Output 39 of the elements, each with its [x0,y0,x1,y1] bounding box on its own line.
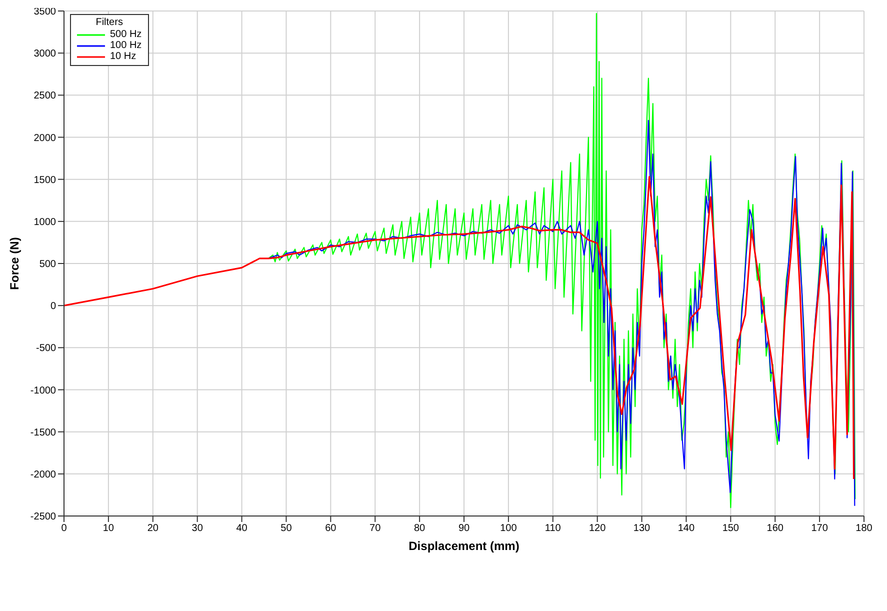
y-tick-label: 1000 [34,216,56,228]
y-tick-label: -1000 [30,385,56,396]
x-tick-label: 50 [280,523,292,534]
x-tick-label: 120 [588,523,606,534]
y-tick-label: -1500 [30,427,56,438]
y-tick-label: 2500 [34,90,56,102]
x-tick-label: 0 [61,523,68,534]
x-tick-label: 130 [633,523,651,534]
y-tick-label: -500 [36,343,56,354]
x-tick-label: 70 [370,523,382,534]
x-tick-label: 170 [811,523,828,534]
y-tick-label: 3000 [34,48,56,60]
legend-label: 500 Hz [110,29,142,40]
x-tick-label: 100 [500,523,518,534]
y-axis-title: Force (N) [7,237,22,290]
x-tick-label: 110 [544,523,562,534]
line-series [64,176,855,480]
x-tick-label: 80 [414,523,426,534]
y-tick-label: -2000 [30,469,56,480]
x-tick-label: 60 [325,523,337,534]
x-tick-label: 40 [236,523,248,534]
x-tick-label: 90 [458,523,470,534]
y-tick-label: -2500 [30,512,56,523]
legend-title: Filters [94,17,124,28]
x-axis-title: Displacement (mm) [408,539,520,553]
x-tick-label: 160 [766,523,784,534]
x-tick-label: 150 [722,523,740,534]
x-tick-label: 180 [856,523,873,534]
x-tick-label: 140 [678,523,695,534]
legend-label: 100 Hz [110,40,142,51]
y-tick-label: 2000 [34,132,56,144]
y-tick-label: 0 [50,301,56,312]
legend-label: 10 Hz [110,51,136,62]
y-tick-label: 1500 [34,174,56,186]
x-tick-label: 20 [147,523,159,534]
y-tick-label: 500 [39,259,56,270]
y-tick-label: 3500 [34,6,56,18]
x-tick-label: 30 [192,523,204,534]
x-tick-label: 10 [102,523,114,534]
